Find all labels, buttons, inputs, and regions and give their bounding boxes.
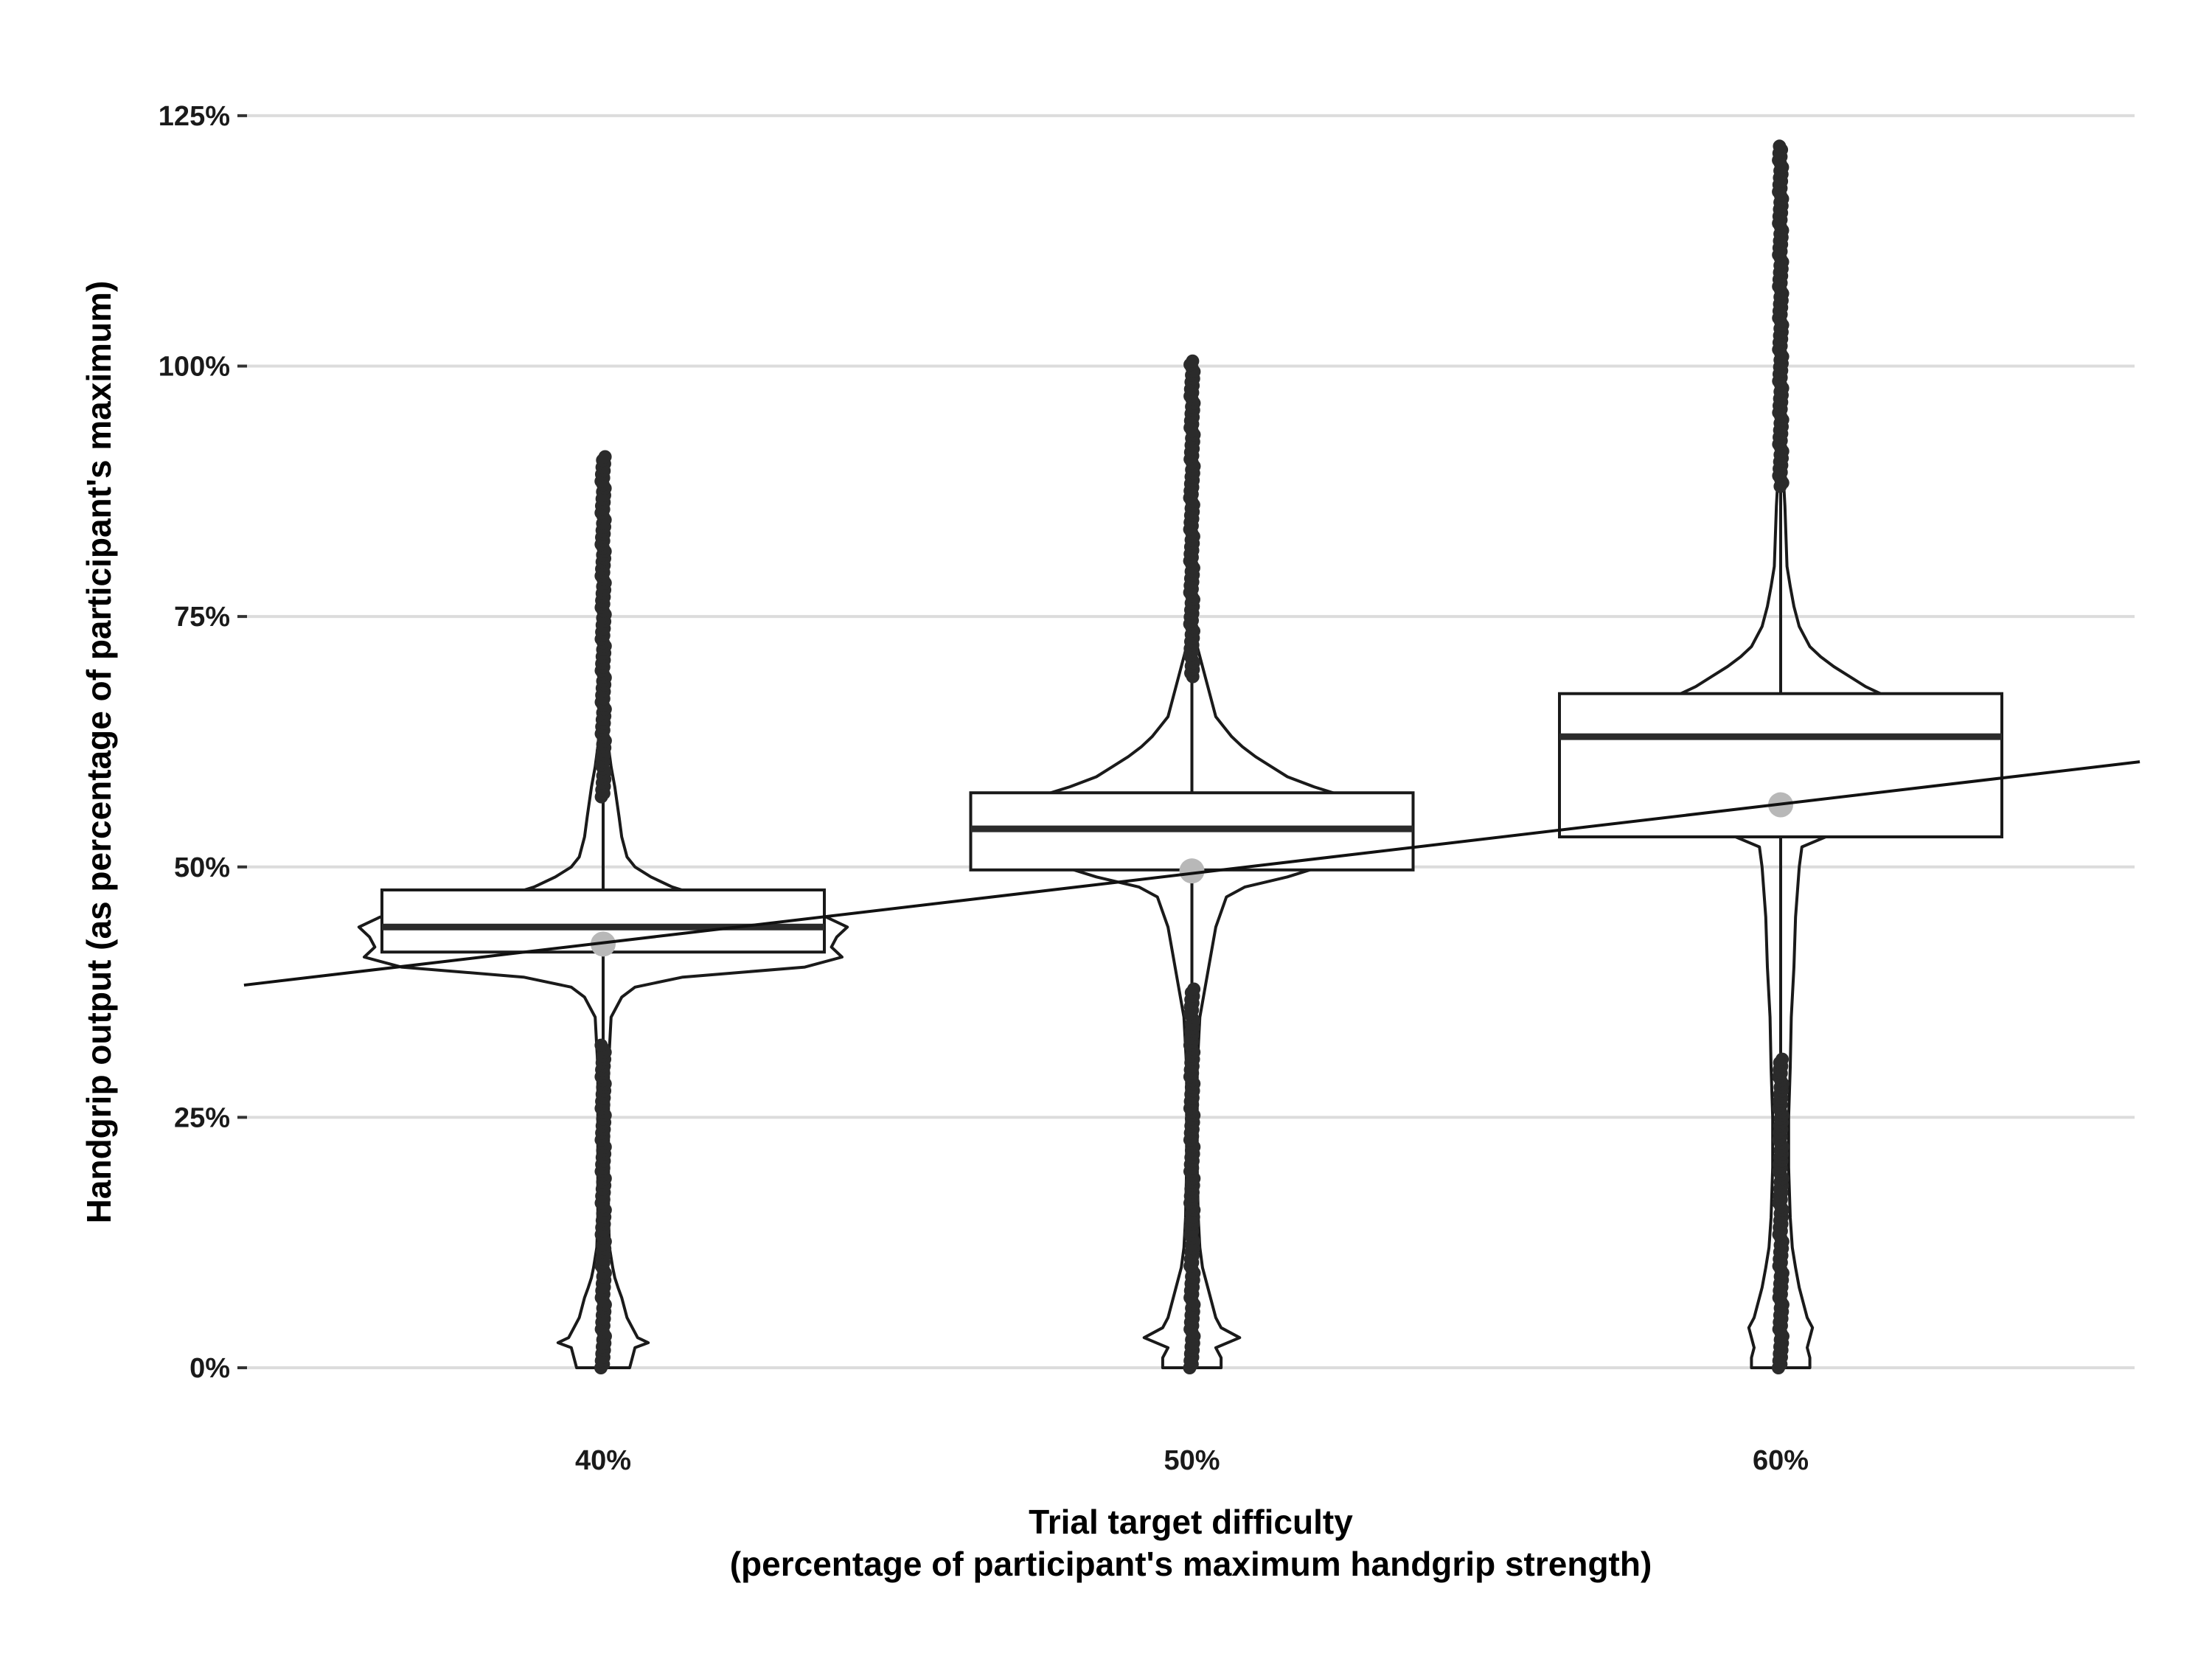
x-tick-label: 60% — [1753, 1445, 1809, 1476]
x-tick-label: 50% — [1164, 1445, 1220, 1476]
group-60% — [1558, 139, 2003, 1374]
group-50% — [969, 354, 1415, 1374]
x-axis: 40% 50% 60% — [575, 1445, 1809, 1476]
y-tick-label: 0% — [189, 1353, 230, 1384]
outliers — [594, 450, 612, 1374]
x-axis-title-line-1: Trial target difficulty — [1029, 1503, 1353, 1541]
y-axis-title: Handgrip output (as percentage of partic… — [80, 281, 118, 1224]
outlier-point — [1773, 139, 1787, 153]
y-tick-label: 100% — [159, 352, 230, 383]
mean-point — [1179, 858, 1205, 884]
trend-line — [243, 760, 2140, 987]
outliers — [1772, 139, 1790, 1374]
y-tick-label: 50% — [174, 852, 230, 883]
outlier-point — [598, 450, 612, 464]
y-tick-label: 25% — [174, 1102, 230, 1133]
outlier-point — [1187, 982, 1201, 996]
y-tick-label: 75% — [174, 602, 230, 633]
y-axis: 0% 25% 50% 75% 100% 125% — [159, 101, 247, 1384]
x-axis-title-line-2: (percentage of participant's maximum han… — [730, 1545, 1652, 1583]
plot-area — [243, 139, 2140, 1374]
y-tick-label: 125% — [159, 101, 230, 132]
outlier-point — [1775, 1052, 1790, 1066]
outlier-point — [1186, 354, 1200, 368]
outlier-point — [594, 1038, 608, 1052]
group-40% — [357, 450, 849, 1374]
x-tick-label: 40% — [575, 1445, 631, 1476]
outliers — [1183, 354, 1201, 1374]
